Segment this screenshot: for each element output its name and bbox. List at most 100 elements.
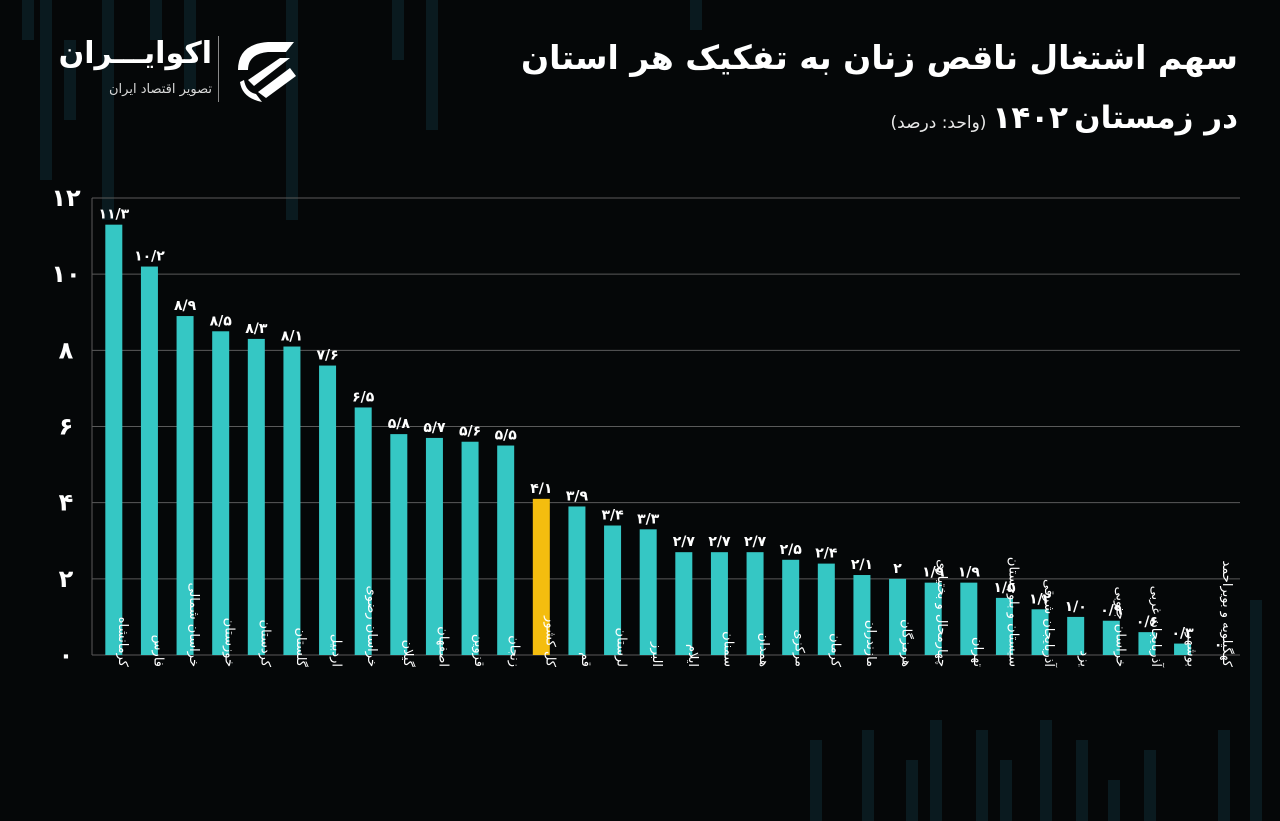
bar bbox=[1138, 632, 1156, 655]
background-bar bbox=[1144, 750, 1156, 821]
x-tick-label: خراسان رضوی bbox=[364, 585, 379, 667]
background-bar bbox=[976, 730, 988, 821]
bar bbox=[390, 434, 408, 655]
data-label: ۸/۹ bbox=[174, 298, 197, 314]
data-label: ۰/۶ bbox=[1136, 614, 1158, 630]
data-label: ۸/۵ bbox=[210, 313, 233, 329]
bar bbox=[283, 346, 301, 655]
bar bbox=[140, 266, 158, 655]
subtitle-prefix: در زمستان bbox=[1074, 100, 1238, 136]
data-label: ۸/۱ bbox=[281, 329, 303, 345]
bar bbox=[176, 316, 194, 655]
y-tick-label: ۴ bbox=[59, 489, 74, 517]
x-tick-label: یزد bbox=[1077, 650, 1092, 667]
data-label: ۰/۳ bbox=[1171, 626, 1194, 642]
bar bbox=[354, 407, 372, 655]
x-tick-label: کرمان bbox=[827, 633, 842, 668]
x-tick-label: خراسان جنوبی bbox=[1112, 587, 1127, 667]
y-tick-label: ۸ bbox=[59, 336, 74, 364]
bar bbox=[497, 445, 515, 655]
unit-label: (واحد: درصد) bbox=[890, 113, 987, 133]
data-label: ۱۰/۲ bbox=[134, 249, 165, 265]
data-label: ۱/۹ bbox=[922, 565, 945, 581]
x-tick-label: کل کشور bbox=[542, 615, 557, 668]
x-tick-label: کردستان bbox=[257, 620, 272, 668]
bar bbox=[817, 563, 835, 655]
bar bbox=[212, 331, 230, 655]
bar bbox=[746, 552, 764, 655]
chart-subtitle: در زمستان۱۴۰۲(واحد: درصد) bbox=[891, 100, 1238, 136]
x-tick-label: آذربایجان غربی bbox=[1148, 586, 1165, 669]
background-bar bbox=[906, 760, 918, 821]
bar bbox=[1174, 643, 1192, 655]
bar bbox=[1102, 620, 1120, 655]
chart-title: سهم اشتغال ناقص زنان به تفکیک هر استان bbox=[521, 38, 1238, 77]
background-bar bbox=[690, 0, 702, 30]
bar bbox=[1067, 616, 1085, 655]
data-label: ۲/۷ bbox=[673, 534, 696, 550]
x-tick-label: آذربایجان شرقی bbox=[1041, 579, 1058, 668]
x-tick-label: بوشهر bbox=[1184, 632, 1199, 667]
brand-block: اکوایـــران تصویر اقتصاد ایران bbox=[52, 36, 312, 106]
background-bar bbox=[64, 40, 76, 120]
x-tick-label: زنجان bbox=[507, 635, 522, 667]
data-label: ۸/۳ bbox=[245, 321, 268, 337]
x-tick-label: کهگیلویه و بویراحمد bbox=[1219, 560, 1235, 667]
x-tick-label: سیستان و بلوچستان bbox=[1005, 557, 1020, 667]
data-label: ۲/۵ bbox=[780, 542, 803, 558]
background-bar bbox=[150, 0, 162, 40]
x-tick-label: کرمانشاه bbox=[115, 617, 130, 668]
x-tick-label: قزوین bbox=[471, 634, 486, 667]
x-tick-label: گیلان bbox=[400, 640, 416, 668]
y-tick-label: ۱۲ bbox=[51, 184, 81, 212]
x-tick-label: مازندران bbox=[863, 620, 878, 667]
x-tick-label: مرکزی bbox=[792, 629, 807, 667]
bar bbox=[105, 224, 123, 656]
data-label: ۱/۹ bbox=[958, 565, 981, 581]
background-bar bbox=[22, 0, 34, 40]
data-label: ۷/۶ bbox=[316, 348, 338, 364]
subtitle-year: ۱۴۰۲ bbox=[992, 100, 1069, 136]
background-bar bbox=[930, 720, 942, 821]
bar bbox=[247, 338, 265, 655]
background-bar bbox=[1000, 760, 1012, 821]
brand-name: اکوایـــران bbox=[58, 36, 212, 71]
x-tick-label: همدان bbox=[756, 633, 771, 667]
data-label: ۲/۷ bbox=[744, 534, 767, 550]
background-bar bbox=[286, 0, 298, 220]
data-label: ۱/۰ bbox=[1065, 599, 1087, 615]
background-bar bbox=[40, 0, 52, 180]
x-tick-label: البرز bbox=[649, 641, 664, 667]
background-bar bbox=[810, 740, 822, 821]
data-label: ۵/۷ bbox=[423, 420, 446, 436]
data-label: ۲/۴ bbox=[815, 546, 838, 562]
x-tick-label: اصفهان bbox=[435, 626, 450, 667]
background-bar bbox=[1108, 780, 1120, 821]
bar bbox=[675, 552, 693, 655]
bar bbox=[461, 441, 479, 655]
data-label: ۶/۵ bbox=[352, 389, 375, 405]
x-tick-label: فارس bbox=[150, 635, 165, 667]
x-tick-label: خوزستان bbox=[222, 618, 237, 667]
bar bbox=[960, 582, 978, 655]
bar bbox=[319, 365, 337, 655]
y-tick-label: ۰ bbox=[59, 641, 74, 669]
x-tick-label: سمنان bbox=[720, 631, 735, 667]
bar bbox=[1031, 609, 1049, 655]
bar bbox=[639, 529, 657, 655]
bar bbox=[853, 575, 871, 655]
x-tick-label: چهارمحال و بختیاری bbox=[934, 559, 949, 667]
background-bar bbox=[862, 730, 874, 821]
background-bar bbox=[1250, 600, 1262, 821]
x-tick-label: تهران bbox=[970, 637, 985, 667]
background-bar bbox=[102, 0, 114, 220]
data-label: ۰/۹ bbox=[1100, 603, 1123, 619]
bar bbox=[710, 552, 728, 655]
data-label: ۵/۸ bbox=[388, 416, 411, 432]
bar bbox=[532, 498, 550, 655]
data-label: ۰ bbox=[1214, 637, 1223, 653]
data-label: ۱/۲ bbox=[1029, 591, 1052, 607]
brand-tagline: تصویر اقتصاد ایران bbox=[109, 82, 212, 97]
bar bbox=[604, 525, 622, 655]
